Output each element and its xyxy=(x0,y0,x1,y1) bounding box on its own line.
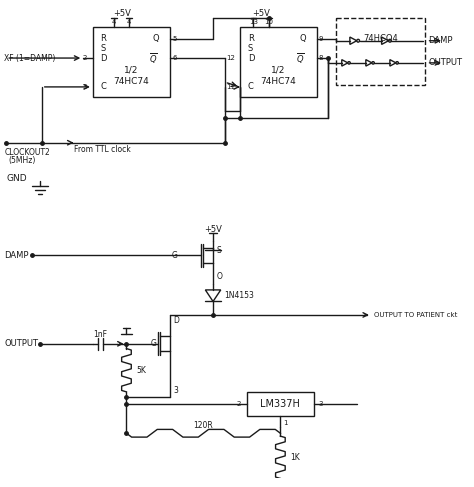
Text: 3: 3 xyxy=(173,386,179,395)
Text: +5V: +5V xyxy=(252,9,270,19)
Text: +5V: +5V xyxy=(113,9,130,19)
Text: 1N4153: 1N4153 xyxy=(225,291,255,300)
Text: 6: 6 xyxy=(173,55,177,61)
Text: R: R xyxy=(248,34,254,43)
Text: S: S xyxy=(248,44,253,53)
Text: Q: Q xyxy=(153,34,159,43)
Text: D: D xyxy=(173,316,180,325)
Text: 10: 10 xyxy=(264,19,273,25)
Text: 3: 3 xyxy=(319,401,323,407)
Text: From TTL clock: From TTL clock xyxy=(73,145,130,154)
Text: 74HCO4: 74HCO4 xyxy=(363,34,398,43)
Text: S: S xyxy=(217,246,222,255)
Bar xyxy=(336,18,425,85)
Text: D: D xyxy=(100,54,107,62)
Text: 8: 8 xyxy=(319,55,323,61)
Text: O: O xyxy=(217,272,223,281)
Text: 120R: 120R xyxy=(193,421,213,430)
Text: 1K: 1K xyxy=(290,453,300,462)
Text: 4: 4 xyxy=(112,19,116,25)
Text: D: D xyxy=(248,54,254,62)
Text: CLOCKOUT2: CLOCKOUT2 xyxy=(4,148,50,157)
Text: 1nF: 1nF xyxy=(93,330,108,338)
Text: $\overline{Q}$: $\overline{Q}$ xyxy=(296,51,304,66)
Text: 74HC74: 74HC74 xyxy=(113,76,149,86)
Text: +5V: +5V xyxy=(204,225,222,234)
Text: $\overline{Q}$: $\overline{Q}$ xyxy=(148,51,157,66)
Text: DAMP: DAMP xyxy=(428,36,453,45)
Text: 11: 11 xyxy=(226,84,235,90)
Text: 2: 2 xyxy=(237,401,241,407)
Text: 1/2: 1/2 xyxy=(271,65,286,74)
Text: 3: 3 xyxy=(83,84,87,90)
Text: GND: GND xyxy=(6,174,27,183)
Text: 4: 4 xyxy=(127,19,131,25)
Bar xyxy=(247,392,314,416)
Text: XF (1=DAMP): XF (1=DAMP) xyxy=(4,54,55,62)
Text: R: R xyxy=(100,34,106,43)
Bar xyxy=(240,27,317,96)
Text: (5MHz): (5MHz) xyxy=(8,156,36,166)
Text: 74HC74: 74HC74 xyxy=(261,76,296,86)
Text: C: C xyxy=(100,82,106,92)
Text: LM337H: LM337H xyxy=(260,399,301,409)
Bar xyxy=(93,27,170,96)
Text: OUTPUT: OUTPUT xyxy=(428,58,463,67)
Text: 5K: 5K xyxy=(136,366,146,375)
Text: S: S xyxy=(100,44,106,53)
Text: 1/2: 1/2 xyxy=(124,65,138,74)
Text: OUTPUT: OUTPUT xyxy=(4,339,38,348)
Text: OUTPUT TO PATIENT ckt: OUTPUT TO PATIENT ckt xyxy=(374,312,457,318)
Text: 2: 2 xyxy=(83,55,87,61)
Text: G: G xyxy=(150,339,156,348)
Text: 5: 5 xyxy=(173,36,177,42)
Text: Q: Q xyxy=(300,34,306,43)
Text: 12: 12 xyxy=(226,55,235,61)
Text: 13: 13 xyxy=(249,19,258,25)
Text: G: G xyxy=(172,251,177,260)
Text: 1: 1 xyxy=(283,420,287,426)
Text: C: C xyxy=(248,82,254,92)
Text: 9: 9 xyxy=(319,36,323,42)
Text: DAMP: DAMP xyxy=(4,251,29,260)
